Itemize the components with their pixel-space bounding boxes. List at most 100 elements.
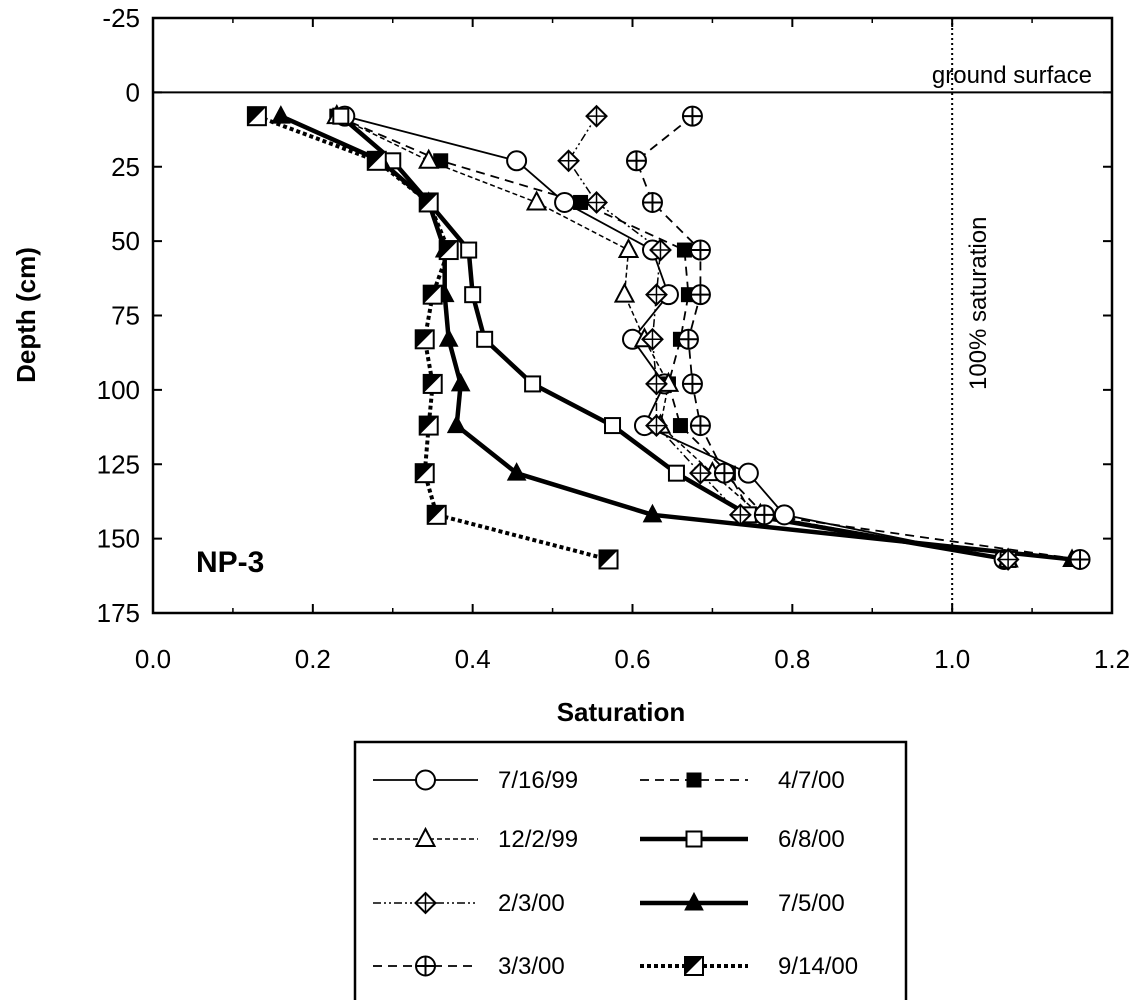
data-point [598,549,619,570]
data-point [366,150,387,171]
x-tick-label: 0.0 [135,644,171,674]
data-point [617,237,640,259]
data-point [713,462,735,484]
legend-label-6: 3/3/00 [498,953,565,980]
series-group [246,104,1091,571]
data-point [450,372,471,392]
data-point [604,417,622,435]
legend-label-1: 4/7/00 [778,767,845,794]
data-point [625,150,647,172]
y-tick-label: 0 [126,77,140,107]
data-point [689,461,712,485]
legend-marker-0 [415,769,436,791]
annotations: ground surface 100% saturation NP-3 [196,62,1092,579]
data-point [332,107,350,125]
axis-ticks: 0.0 0.2 0.4 0.6 0.8 1.0 1.2 -25 0 25 50 75 100 125 150… [97,3,1130,674]
data-point [476,330,494,348]
y-tick-label: -25 [102,3,140,33]
y-tick-label: 125 [97,449,140,479]
legend-marker-6 [415,955,436,977]
legend-box [353,740,908,1000]
data-point [506,150,528,172]
y-tick-label: 50 [111,226,140,256]
legend-label-5: 7/5/00 [778,890,845,917]
x-tick-label: 0.6 [614,644,650,674]
data-point [585,104,608,128]
legend-marker-5 [684,891,704,911]
data-point [689,284,711,306]
legend-label-2: 12/2/99 [498,826,578,853]
data-point [681,105,703,127]
legend-label-0: 7/16/99 [498,767,578,794]
data-point [642,503,663,523]
ground-surface-label: ground surface [932,62,1092,89]
data-point [422,284,443,305]
legend-label-7: 9/14/00 [778,953,858,980]
data-point [641,327,664,351]
y-tick-label: 75 [111,301,140,331]
data-point [418,415,439,436]
data-point [525,190,548,211]
legend-label-4: 2/3/00 [498,890,565,917]
data-point [676,242,692,258]
series-line-4 [567,115,1009,561]
data-point [773,504,795,526]
saturation-line-label: 100% saturation [965,217,992,390]
data-point [418,192,439,213]
data-point [464,286,482,304]
data-point [641,191,663,213]
x-tick-label: 0.4 [455,644,491,674]
data-point [524,375,542,393]
data-point [418,148,440,169]
data-point [426,504,447,525]
legend-marker-2 [414,826,437,847]
data-point [645,372,668,396]
legend-label-3: 6/8/00 [778,826,845,853]
data-point [554,191,576,213]
y-tick-label: 150 [97,524,140,554]
data-point [996,548,1020,571]
data-point [689,239,711,261]
data-point [271,105,291,124]
data-point [460,241,478,259]
y-tick-label: 175 [97,598,140,628]
x-axis-title: Saturation [557,697,686,727]
x-tick-label: 1.2 [1094,644,1130,674]
legend-marker-1 [686,772,702,788]
data-point [649,238,672,262]
data-point [689,415,711,437]
data-point [753,504,775,526]
data-point [667,464,685,482]
data-point [613,282,636,303]
y-axis-title: Depth (cm) [11,247,41,383]
data-point [422,373,443,394]
data-point [1069,548,1091,570]
x-tick-label: 1.0 [934,644,970,674]
data-point [446,414,467,434]
series-line-6 [635,115,1081,561]
legend-marker-4 [414,891,437,915]
legend-marker-7 [684,956,704,976]
series-line-2 [336,115,1009,561]
data-point [506,462,527,481]
plot-label: NP-3 [196,546,264,579]
legend-marker-3 [685,830,703,848]
y-tick-label: 25 [111,152,140,182]
x-tick-label: 0.2 [295,644,331,674]
series-line-1 [336,115,1009,561]
data-point [246,106,267,127]
data-point [414,463,435,484]
data-point [557,149,580,173]
data-point [672,418,688,434]
data-point [438,328,459,347]
data-point [677,328,699,350]
data-point [645,283,668,307]
data-point [585,191,608,214]
y-tick-label: 100 [97,375,140,405]
data-point [438,240,459,261]
x-tick-label: 0.8 [774,644,810,674]
data-point [681,373,703,395]
legend: 7/16/99 4/7/00 12/2/99 6/8/00 2/3/00 7/5/00 3/… [373,767,858,980]
data-point [645,414,668,437]
